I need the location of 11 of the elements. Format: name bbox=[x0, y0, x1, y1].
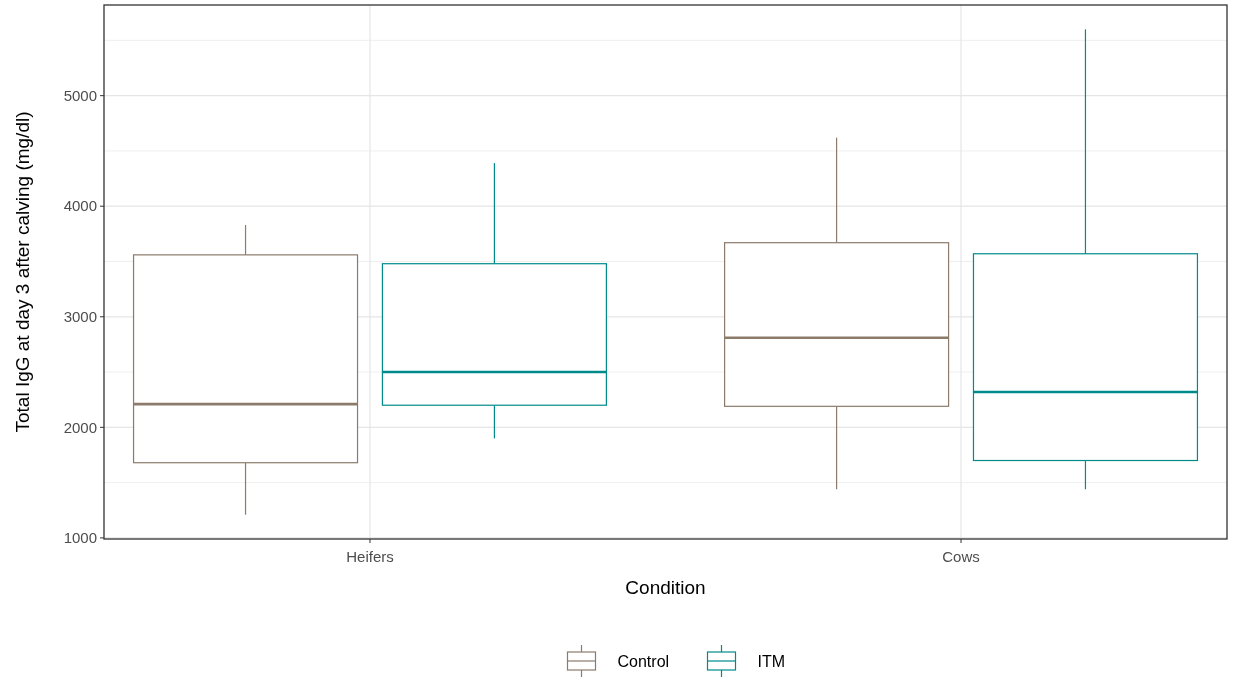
legend-label: Control bbox=[617, 652, 670, 670]
y-tick-label: 3000 bbox=[63, 308, 97, 326]
y-axis-title: Total IgG at day 3 after calving (mg/dl) bbox=[12, 111, 33, 433]
y-tick-label: 1000 bbox=[63, 529, 97, 547]
x-tick-label: Heifers bbox=[346, 548, 394, 565]
y-tick-label: 4000 bbox=[63, 197, 97, 215]
y-tick-label: 5000 bbox=[63, 86, 97, 104]
legend-label: ITM bbox=[757, 652, 786, 670]
y-tick-label: 2000 bbox=[63, 418, 97, 436]
x-axis-title: Condition bbox=[625, 577, 706, 598]
x-tick-label: Cows bbox=[942, 548, 980, 565]
